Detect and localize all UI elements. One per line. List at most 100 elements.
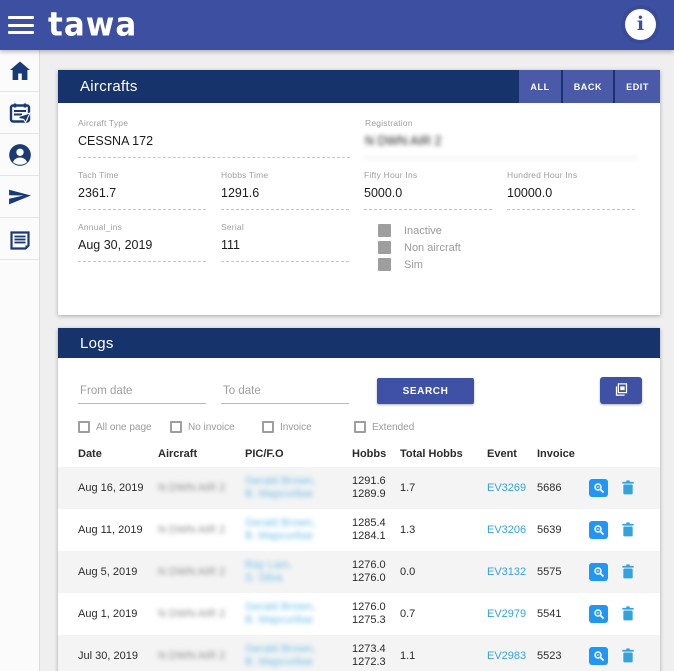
column-header-hobbs: Hobbs <box>352 448 387 460</box>
log-actions <box>589 647 660 665</box>
filter-all-one-page[interactable]: All one page <box>78 421 170 433</box>
sim-checkbox[interactable] <box>378 258 391 271</box>
filter-extended[interactable]: Extended <box>354 421 446 433</box>
event-link[interactable]: EV2983 <box>487 650 527 662</box>
checkbox <box>78 421 90 433</box>
redacted-pic: Gerald Brown, <box>245 475 316 487</box>
tach-time-field[interactable]: Tach Time 2361.7 <box>78 170 206 210</box>
event-link[interactable]: EV3206 <box>487 524 527 536</box>
view-log-button[interactable] <box>589 647 608 665</box>
view-log-button[interactable] <box>589 521 608 539</box>
logs-card-header: Logs <box>58 328 660 358</box>
to-date-input[interactable] <box>221 381 349 404</box>
hobbs-time-field[interactable]: Hobbs Time 1291.6 <box>221 170 349 210</box>
checkbox-label: All one page <box>96 421 152 433</box>
redacted-fo: B. Mapcuribar <box>245 656 314 668</box>
view-log-button[interactable] <box>589 563 608 581</box>
top-app-bar: tawa i <box>0 0 674 50</box>
sidebar-item-logs[interactable] <box>0 218 39 260</box>
from-date-input[interactable] <box>78 381 206 404</box>
serial-field[interactable]: Serial 111 <box>221 222 349 271</box>
checkbox <box>354 421 366 433</box>
non-aircraft-checkbox-row: Non aircraft <box>378 241 461 254</box>
delete-log-icon[interactable] <box>621 480 635 496</box>
checkbox-label: No invoice <box>188 421 235 433</box>
checkbox <box>170 421 182 433</box>
log-hobbs: 1276.0 1275.3 <box>352 601 386 626</box>
log-total-hobbs: 0.0 <box>400 566 416 578</box>
log-event: EV3269 <box>487 482 537 494</box>
hundred-hour-ins-field[interactable]: Hundred Hour Ins 10000.0 <box>507 170 635 210</box>
fifty-hour-ins-field[interactable]: Fifty Hour Ins 5000.0 <box>364 170 492 210</box>
log-date: Aug 1, 2019 <box>78 608 138 620</box>
field-label: Annual_ins <box>78 222 123 232</box>
edit-button[interactable]: EDIT <box>615 70 660 103</box>
column-header-aircraft: Aircraft <box>158 448 198 460</box>
field-label: Tach Time <box>78 170 119 180</box>
log-hobbs: 1276.0 1276.0 <box>352 559 386 584</box>
sidebar-item-dispatch[interactable] <box>0 176 39 218</box>
delete-log-icon[interactable] <box>621 648 635 664</box>
info-icon: i <box>636 13 645 35</box>
log-total-hobbs: 1.1 <box>400 650 416 662</box>
view-log-button[interactable] <box>589 479 608 497</box>
inactive-checkbox[interactable] <box>378 224 391 237</box>
event-link[interactable]: EV2979 <box>487 608 527 620</box>
logs-table-header: Date Aircraft PIC/F.O Hobbs Total Hobbs … <box>58 441 660 467</box>
log-event: EV2979 <box>487 608 537 620</box>
back-button[interactable]: BACK <box>562 70 614 103</box>
export-pdf-button[interactable] <box>600 377 642 404</box>
checkbox-label: Inactive <box>404 224 442 237</box>
delete-log-icon[interactable] <box>621 564 635 580</box>
log-date: Aug 5, 2019 <box>78 566 138 578</box>
field-label: Hobbs Time <box>221 170 269 180</box>
aircraft-form: Aircraft Type CESSNA 172 Registration N … <box>58 103 660 271</box>
aircraft-type-field[interactable]: Aircraft Type CESSNA 172 <box>78 118 350 158</box>
redacted-aircraft: N DWN AIR 2 <box>158 482 226 494</box>
log-actions <box>589 521 660 539</box>
filter-invoice[interactable]: Invoice <box>262 421 354 433</box>
registration-field[interactable]: Registration N DWN AIR 2 <box>365 118 637 158</box>
field-value: 10000.0 <box>507 180 635 210</box>
field-value-redacted: N DWN AIR 2 <box>365 128 637 158</box>
view-log-button[interactable] <box>589 605 608 623</box>
event-link[interactable]: EV3269 <box>487 482 527 494</box>
checkbox-label: Invoice <box>280 421 312 433</box>
field-value: 111 <box>221 232 349 262</box>
filter-no-invoice[interactable]: No invoice <box>170 421 262 433</box>
sidebar-item-users[interactable] <box>0 134 39 176</box>
annual-ins-field[interactable]: Annual_ins Aug 30, 2019 <box>78 222 206 271</box>
log-invoice: 5575 <box>537 566 562 578</box>
pdf-icon <box>614 382 629 400</box>
column-header-total-hobbs: Total Hobbs <box>400 448 463 460</box>
event-link[interactable]: EV3132 <box>487 566 527 578</box>
redacted-fo: B. Mapcuribar <box>245 488 314 500</box>
info-button[interactable]: i <box>625 9 656 40</box>
sim-checkbox-row: Sim <box>378 258 461 271</box>
log-total-hobbs: 1.7 <box>400 482 416 494</box>
log-event: EV3132 <box>487 566 537 578</box>
log-event: EV2983 <box>487 650 537 662</box>
inactive-checkbox-row: Inactive <box>378 224 461 237</box>
aircrafts-card: Aircrafts ALL BACK EDIT Aircraft Type CE… <box>58 70 660 315</box>
non-aircraft-checkbox[interactable] <box>378 241 391 254</box>
table-row: Aug 1, 2019 N DWN AIR 2 Gerald Brown, B.… <box>58 593 660 635</box>
sidebar-item-bookings[interactable] <box>0 92 39 134</box>
log-actions <box>589 563 660 581</box>
search-button[interactable]: SEARCH <box>377 378 474 404</box>
column-header-pic-fo: PIC/F.O <box>245 448 284 460</box>
log-pic-fo: Gerald Brown, B. Mapcuribar <box>245 601 352 627</box>
redacted-aircraft: N DWN AIR 2 <box>158 524 226 536</box>
log-invoice: 5541 <box>537 608 562 620</box>
menu-icon[interactable] <box>8 16 34 34</box>
all-button[interactable]: ALL <box>519 70 561 103</box>
delete-log-icon[interactable] <box>621 522 635 538</box>
table-row: Jul 30, 2019 N DWN AIR 2 Gerald Brown, B… <box>58 635 660 671</box>
log-date: Jul 30, 2019 <box>78 650 138 662</box>
log-total-hobbs: 0.7 <box>400 608 416 620</box>
sidebar-item-home[interactable] <box>0 50 39 92</box>
redacted-pic: Gerald Brown, <box>245 601 316 613</box>
delete-log-icon[interactable] <box>621 606 635 622</box>
logs-card: Logs SEARCH All one page <box>58 328 660 671</box>
calendar-send-icon <box>8 101 32 125</box>
